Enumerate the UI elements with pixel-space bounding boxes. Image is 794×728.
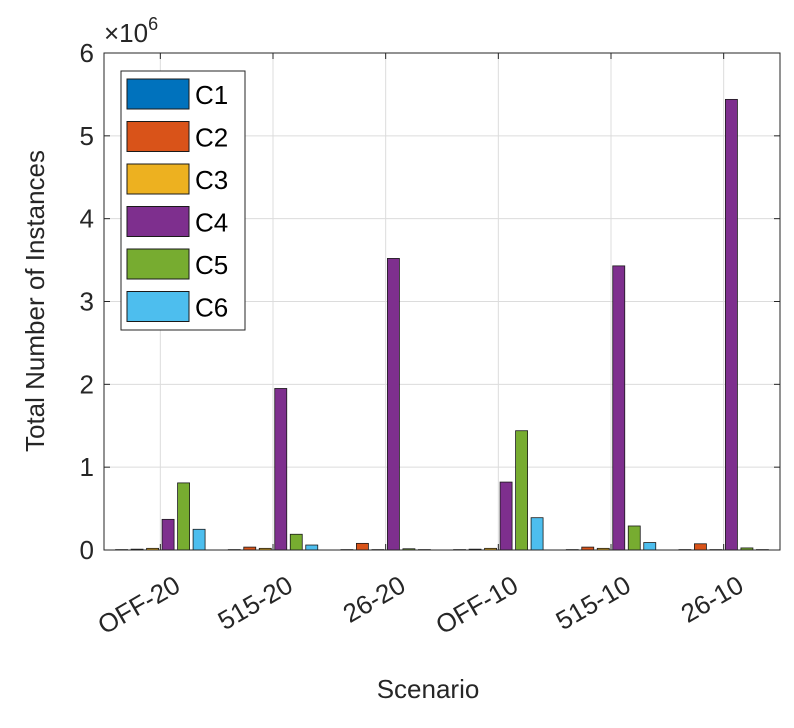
bar-c4-off-10 xyxy=(499,481,513,551)
x-tick-label: OFF-20 xyxy=(92,569,185,640)
y-tick-label: 5 xyxy=(80,121,94,151)
x-tick-label: 26-10 xyxy=(676,569,749,628)
bar-c2-26-20 xyxy=(356,542,369,551)
bars xyxy=(115,98,769,551)
x-tick-label: 515-20 xyxy=(213,569,298,635)
bar-c4-26-10 xyxy=(725,98,738,551)
legend-label-c2: C2 xyxy=(195,123,228,153)
legend-swatch-c5 xyxy=(126,248,190,280)
y-tick-label: 4 xyxy=(80,204,94,234)
bar-c6-off-20 xyxy=(192,528,206,551)
y-tick-label: 0 xyxy=(80,535,94,565)
bar-c5-515-10 xyxy=(627,525,641,551)
bar-c5-off-20 xyxy=(177,482,190,551)
legend-label-c5: C5 xyxy=(195,250,228,280)
x-tick-label: 515-10 xyxy=(551,569,636,635)
bar-c5-515-20 xyxy=(289,533,303,551)
legend-label-c3: C3 xyxy=(195,165,228,195)
legend-swatch-c1 xyxy=(126,78,190,110)
y-tick-label: 3 xyxy=(80,287,94,317)
x-axis-label: Scenario xyxy=(377,674,480,704)
legend-box xyxy=(120,70,246,331)
y-multiplier: ×106 xyxy=(104,14,158,48)
y-multiplier-base: ×10 xyxy=(104,18,148,48)
bar-c5-off-10 xyxy=(515,430,528,551)
y-ticks: 0 1 2 3 4 5 6 xyxy=(80,38,780,565)
legend-label-c1: C1 xyxy=(195,80,228,110)
legend-swatch-c6 xyxy=(126,291,190,322)
x-tick-label: 26-20 xyxy=(338,569,411,628)
bar-c6-515-20 xyxy=(305,544,319,551)
legend-swatch-c2 xyxy=(126,121,190,152)
legend: C1 C2 C3 C4 C5 C6 xyxy=(120,70,246,331)
legend-swatch-c4 xyxy=(126,206,190,237)
bar-c6-515-10 xyxy=(643,542,657,551)
y-multiplier-exponent: 6 xyxy=(148,14,158,34)
bar-c2-26-10 xyxy=(694,543,707,551)
bar-c4-515-20 xyxy=(274,388,288,551)
y-tick-label: 1 xyxy=(80,452,94,482)
y-tick-label: 2 xyxy=(80,369,94,399)
y-tick-label: 6 xyxy=(80,38,94,68)
bar-c4-off-20 xyxy=(161,518,175,551)
legend-label-c6: C6 xyxy=(195,293,228,323)
bar-c4-26-20 xyxy=(387,258,400,551)
bar-c6-off-10 xyxy=(530,517,544,551)
bar-c4-515-10 xyxy=(612,265,626,551)
legend-label-c4: C4 xyxy=(195,208,228,238)
x-tick-label: OFF-10 xyxy=(430,569,523,640)
legend-swatch-c3 xyxy=(126,163,190,195)
y-axis-label: Total Number of Instances xyxy=(20,150,50,452)
